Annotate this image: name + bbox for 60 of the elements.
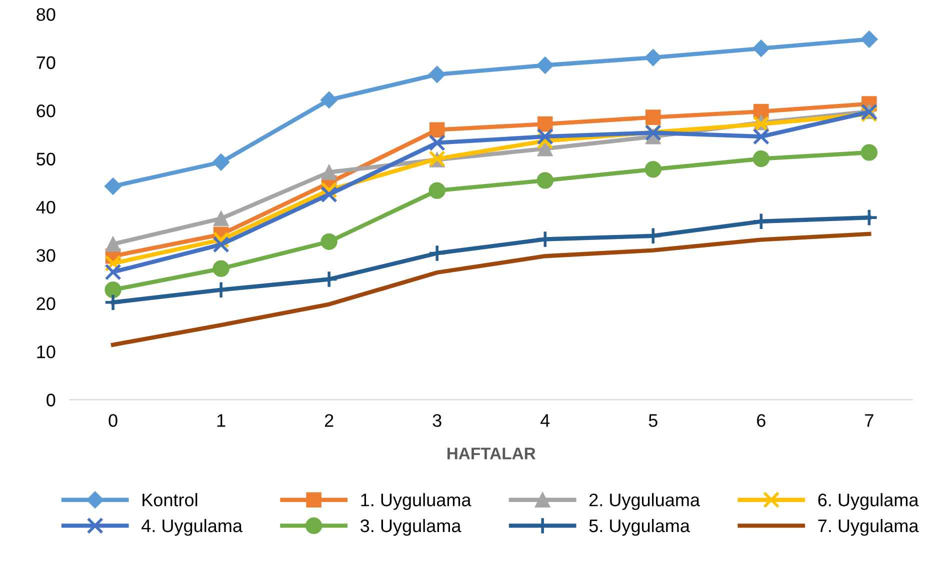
- y-tick-label: 40: [36, 200, 56, 214]
- x-tick-label: 1: [217, 414, 226, 427]
- point: [104, 178, 122, 195]
- point: [428, 244, 446, 262]
- x-tick-label: 2: [324, 414, 334, 427]
- point: [213, 210, 229, 226]
- legend-label: 6. Uygulama: [818, 493, 919, 510]
- point: [536, 172, 554, 189]
- legend-label: 7. Uygulama: [818, 518, 919, 536]
- point: [537, 116, 553, 132]
- y-tick-label: 30: [36, 249, 56, 262]
- point: [645, 110, 661, 125]
- legend-label: 5. Uygulama: [589, 518, 690, 536]
- point: [104, 282, 122, 298]
- point: [212, 260, 230, 277]
- y-tick-label: 10: [37, 345, 56, 358]
- point: [644, 161, 662, 178]
- legend-label: 4. Uygulama: [142, 518, 242, 536]
- y-tick-label: 70: [36, 56, 56, 70]
- point: [212, 154, 230, 171]
- point: [320, 270, 338, 288]
- point: [537, 141, 553, 156]
- x-axis-title: HAFTALAR: [447, 448, 536, 460]
- x-tick-label: 3: [432, 414, 442, 427]
- line-series: [110, 232, 872, 347]
- point: [320, 233, 338, 250]
- x-tick-label: 4: [540, 414, 550, 427]
- y-tick-label: 0: [46, 394, 56, 406]
- x-tick-label: 6: [757, 414, 766, 427]
- point: [860, 30, 878, 48]
- point: [104, 264, 122, 280]
- point: [752, 40, 770, 57]
- point: [644, 49, 662, 66]
- point: [320, 186, 338, 203]
- point: [536, 128, 554, 145]
- point: [428, 134, 446, 152]
- point: [105, 236, 121, 252]
- point: [320, 91, 338, 109]
- y-tick-label: 60: [36, 104, 56, 118]
- legend-label: 2. Uyguluama: [590, 493, 700, 510]
- legend-label: 3. Uygulama: [360, 518, 462, 536]
- point: [104, 293, 122, 312]
- x-tick-label: 5: [648, 414, 658, 427]
- point: [212, 280, 230, 299]
- point: [429, 122, 445, 138]
- legend-label: Kontrol: [142, 493, 198, 506]
- point: [428, 66, 446, 83]
- point: [428, 182, 446, 199]
- y-tick-label: 20: [36, 297, 56, 310]
- point: [321, 164, 337, 180]
- point: [212, 236, 230, 253]
- point: [860, 144, 878, 161]
- x-tick-label: 0: [108, 414, 118, 427]
- point: [536, 56, 554, 74]
- point: [752, 128, 770, 145]
- y-tick-label: 50: [36, 152, 56, 166]
- y-tick-label: 80: [36, 8, 56, 21]
- x-tick-label: 7: [865, 414, 874, 427]
- legend-label: 1. Uyguluama: [361, 493, 472, 510]
- point: [752, 150, 770, 168]
